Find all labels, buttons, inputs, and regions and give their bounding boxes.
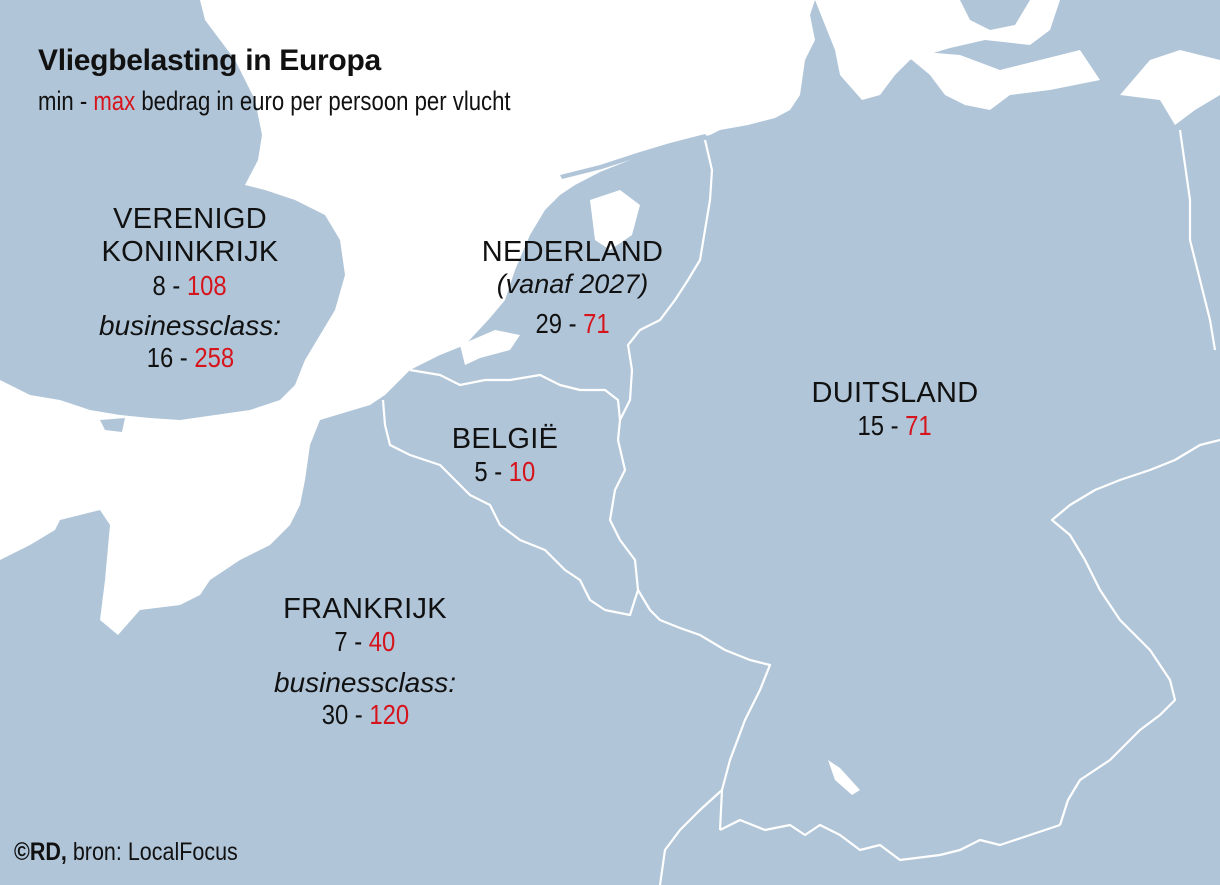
oder-bay xyxy=(1120,50,1220,125)
lake-constance xyxy=(828,760,860,795)
businessclass-label: businessclass: xyxy=(98,309,282,341)
businessclass-label: businessclass: xyxy=(273,666,457,698)
businessclass-range: 16 - 258 xyxy=(146,342,234,374)
country-name-line2: KONINKRIJK xyxy=(101,236,279,269)
ijsselmeer xyxy=(590,190,640,250)
country-name: DUITSLAND xyxy=(811,377,979,409)
zeeland-estuary xyxy=(460,330,520,365)
tax-range: 15 - 71 xyxy=(857,410,933,442)
country-name: FRANKRIJK xyxy=(283,593,447,625)
country-note: (vanaf 2027) xyxy=(496,269,649,300)
label-belgium: BELGIË 5 - 10 xyxy=(430,423,580,489)
businessclass-range: 30 - 120 xyxy=(321,698,409,730)
copyright: ©RD, xyxy=(14,838,67,866)
country-name: BELGIË xyxy=(451,423,559,455)
country-name: NEDERLAND xyxy=(481,236,664,268)
tax-range: 7 - 40 xyxy=(334,626,396,658)
label-germany: DUITSLAND 15 - 71 xyxy=(790,377,1000,443)
source: bron: LocalFocus xyxy=(66,838,238,866)
isle-of-wight xyxy=(100,418,125,432)
tax-range: 29 - 71 xyxy=(535,308,610,340)
source-credit: ©RD, bron: LocalFocus xyxy=(14,838,238,867)
subtitle-rest: bedrag in euro per persoon per vlucht xyxy=(135,86,511,116)
map-subtitle: min - max bedrag in euro per persoon per… xyxy=(38,86,511,117)
subtitle-max: max xyxy=(93,86,136,116)
label-france: FRANKRIJK 7 - 40 businessclass: 30 - 120 xyxy=(250,593,480,731)
baltic-bay xyxy=(900,50,1100,110)
wadden-islands xyxy=(560,134,708,179)
subtitle-min: min xyxy=(38,86,74,116)
great-britain xyxy=(0,0,345,420)
country-borders xyxy=(381,129,1220,885)
rugen-island xyxy=(1100,25,1135,70)
label-netherlands: NEDERLAND (vanaf 2027) 29 - 71 xyxy=(455,236,690,341)
map-title: Vliegbelasting in Europa xyxy=(38,44,381,77)
subtitle-separator: - xyxy=(73,86,94,116)
tax-range: 8 - 108 xyxy=(152,269,228,301)
country-name: VERENIGD xyxy=(113,203,267,235)
label-united-kingdom: VERENIGD KONINKRIJK 8 - 108 businessclas… xyxy=(70,203,310,374)
tax-range: 5 - 10 xyxy=(474,456,536,488)
danish-islands xyxy=(960,0,1030,30)
channel-islands xyxy=(22,572,38,585)
